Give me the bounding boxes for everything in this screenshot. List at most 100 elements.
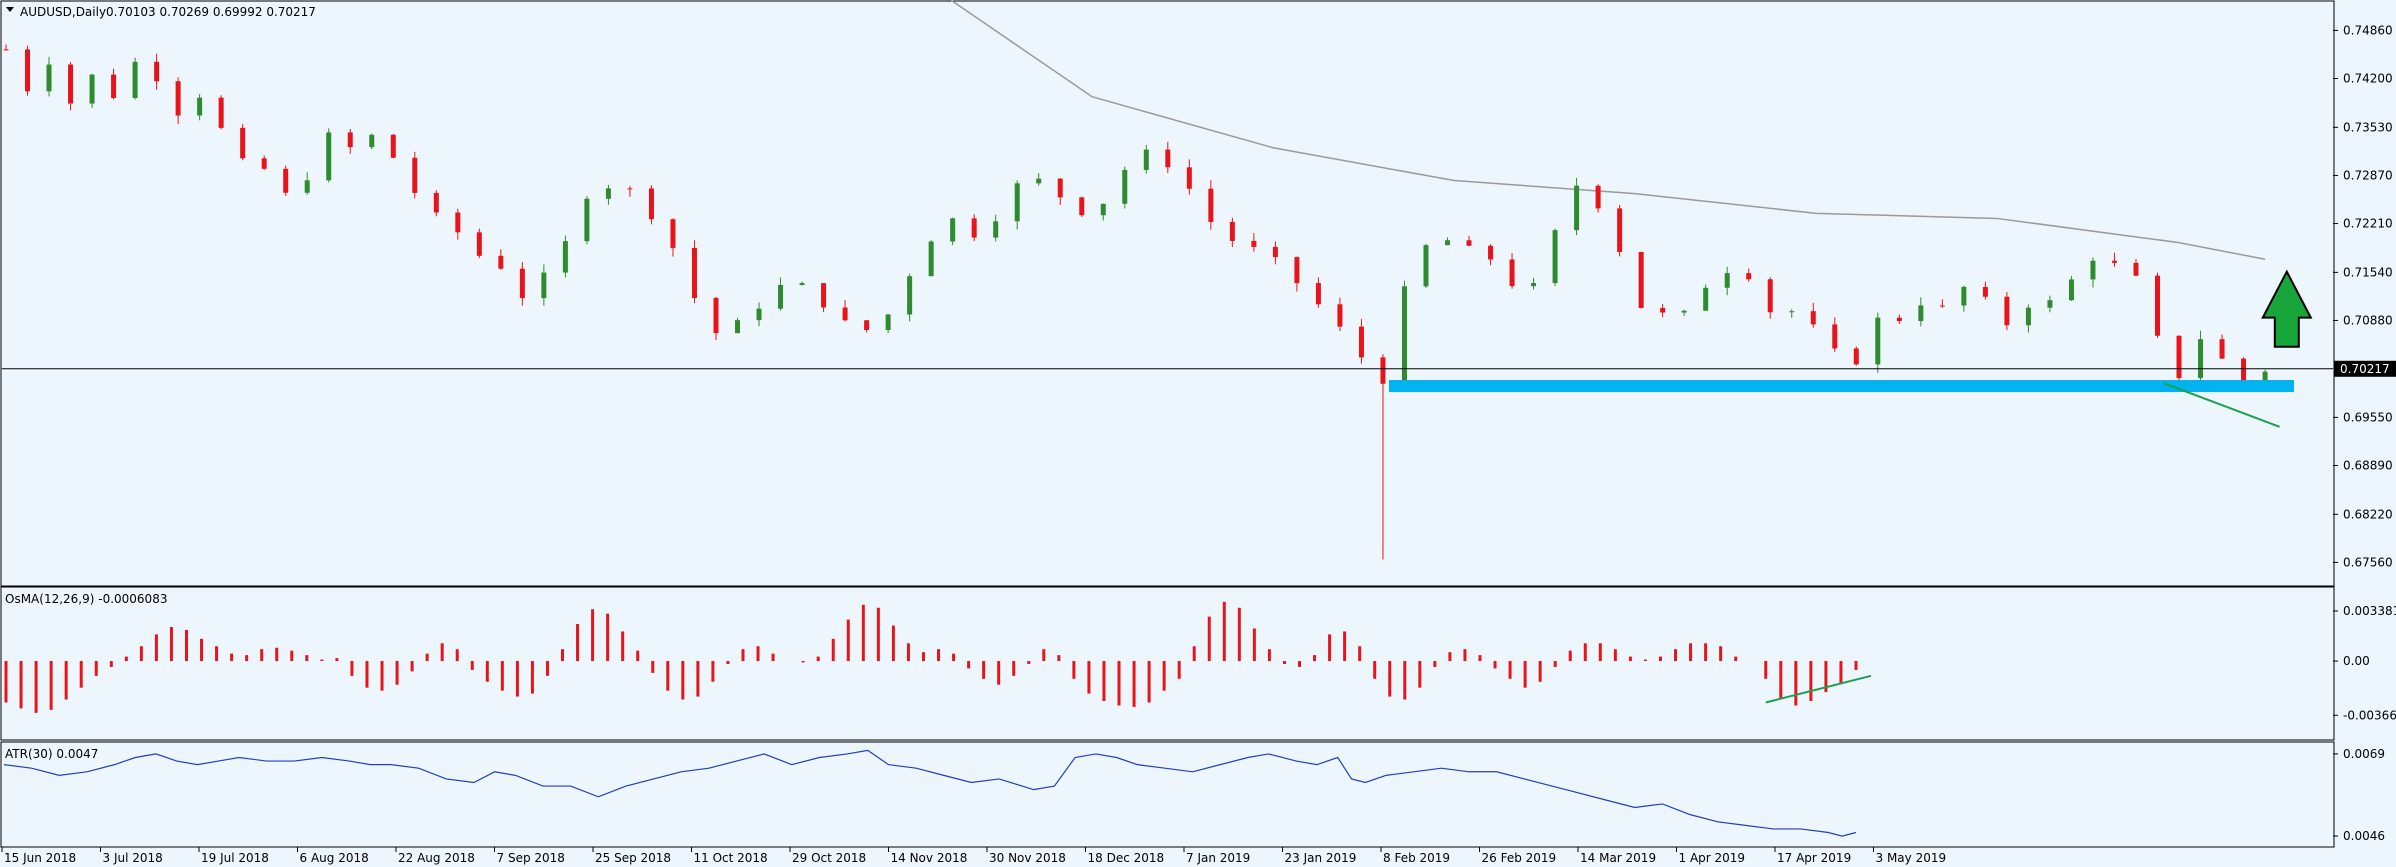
time-tick-label: 23 Jan 2019 [1285, 851, 1357, 865]
candle-body [89, 74, 95, 104]
candle [1810, 302, 1816, 328]
ma-line [949, 0, 2266, 260]
osma-label: OsMA(12,26,9) -0.0006083 [5, 592, 167, 606]
time-tick-label: 18 Dec 2018 [1088, 851, 1165, 865]
candle-body [1488, 245, 1494, 260]
candle-body [261, 158, 267, 169]
time-tick-label: 15 Jun 2018 [4, 851, 76, 865]
candle [1337, 297, 1343, 331]
candle-body [1681, 310, 1687, 313]
candle [304, 172, 310, 195]
candle-body [778, 285, 784, 309]
candle-body [1939, 305, 1945, 307]
time-tick-label: 26 Feb 2019 [1482, 851, 1557, 865]
candle-body [2047, 300, 2053, 308]
ohlc-values: 0.70103 0.70269 0.69992 0.70217 [106, 5, 316, 19]
candle [842, 300, 848, 322]
candle [778, 277, 784, 311]
candle [3, 44, 9, 51]
candle [2133, 259, 2139, 277]
symbol-label: AUDUSD,Daily [20, 5, 106, 19]
current-price-value: 0.70217 [2340, 362, 2390, 376]
price-tick-label: 0.67560 [2343, 555, 2393, 569]
osma-panel[interactable]: 0.0033816 0.00 -0.0036634 OsMA(12,26,9) -0… [0, 586, 2396, 741]
candle-body [1552, 230, 1558, 284]
candle-body [1294, 257, 1300, 284]
time-tick-label: 3 Jul 2018 [103, 851, 163, 865]
candle [1315, 277, 1321, 308]
candle [1939, 299, 1945, 308]
candle-body [2176, 335, 2182, 379]
time-axis: 15 Jun 2018 3 Jul 2018 19 Jul 2018 6 Aug 20… [1, 847, 1946, 865]
candle-body [1251, 240, 1257, 247]
candle [154, 53, 160, 90]
candle-body [627, 188, 633, 190]
candle [1789, 309, 1795, 318]
candle-body [498, 255, 504, 269]
candle-body [950, 218, 956, 242]
candlestick-series [3, 44, 2268, 560]
price-tick-label: 0.68220 [2343, 507, 2393, 521]
atr-panel[interactable]: 0.0069 0.0046 ATR(30) 0.0047 [0, 741, 2385, 848]
candle [1488, 244, 1494, 266]
atr-label: ATR(30) 0.0047 [5, 747, 98, 761]
atr-line [3, 749, 1857, 837]
candle-body [735, 320, 741, 334]
chart-header: AUDUSD,Daily 0.70103 0.70269 0.69992 0.7… [6, 5, 316, 19]
price-tick-label: 0.74860 [2343, 23, 2393, 37]
price-axis: 0.74860 0.74200 0.73530 0.72870 0.72210 0.715… [2333, 23, 2393, 569]
candle [1961, 285, 1967, 312]
candle [240, 123, 246, 161]
candle-body [2155, 275, 2160, 336]
candle [1014, 180, 1020, 230]
candle-body [1574, 185, 1580, 231]
candle [993, 214, 999, 242]
candle [562, 235, 568, 278]
time-tick-label: 7 Sep 2018 [497, 851, 565, 865]
osma-panel-frame [0, 586, 2335, 741]
current-price-tag: 0.70217 [2334, 360, 2396, 377]
candle-body [1165, 149, 1171, 168]
candle [1186, 159, 1192, 195]
candle [1767, 277, 1773, 319]
candle-body [842, 307, 848, 321]
price-panel[interactable]: 0.74860 0.74200 0.73530 0.72870 0.72210 0.715… [0, 0, 2396, 587]
candle-body [111, 74, 117, 99]
price-trendline [2163, 382, 2280, 428]
candle-body [1272, 246, 1278, 258]
candle [2025, 304, 2031, 333]
osma-tick-label: -0.0036634 [2343, 708, 2396, 722]
candle [412, 151, 418, 199]
time-tick-label: 22 Aug 2018 [398, 851, 475, 865]
candle-body [1896, 317, 1902, 322]
price-tick-label: 0.69550 [2343, 410, 2393, 424]
candle-body [1380, 357, 1386, 384]
candle-body [1401, 286, 1407, 384]
candle [1918, 297, 1924, 327]
candle-body [1961, 286, 1967, 306]
candle [369, 133, 375, 150]
candle [111, 68, 117, 100]
candle-body [1445, 240, 1451, 246]
candle [1832, 317, 1838, 353]
candle-body [993, 221, 999, 238]
candle [46, 56, 52, 97]
candle-body [1531, 283, 1537, 287]
time-tick-label: 17 Apr 2019 [1777, 851, 1851, 865]
candle-body [1036, 178, 1042, 184]
candle [1982, 281, 1988, 300]
time-tick-label: 14 Mar 2019 [1580, 851, 1656, 865]
candle-body [2133, 262, 2139, 276]
candle [713, 296, 719, 341]
time-tick-label: 19 Jul 2018 [201, 851, 269, 865]
candle [1509, 253, 1515, 289]
candle [1746, 268, 1752, 282]
candle-body [1423, 245, 1429, 287]
candle-body [2262, 371, 2268, 385]
time-tick-label: 29 Oct 2018 [792, 851, 866, 865]
candle [1079, 196, 1085, 217]
osma-tick-label: 0.00 [2343, 654, 2370, 668]
candle-body [1315, 283, 1321, 305]
chevron-down-icon[interactable] [6, 7, 14, 12]
